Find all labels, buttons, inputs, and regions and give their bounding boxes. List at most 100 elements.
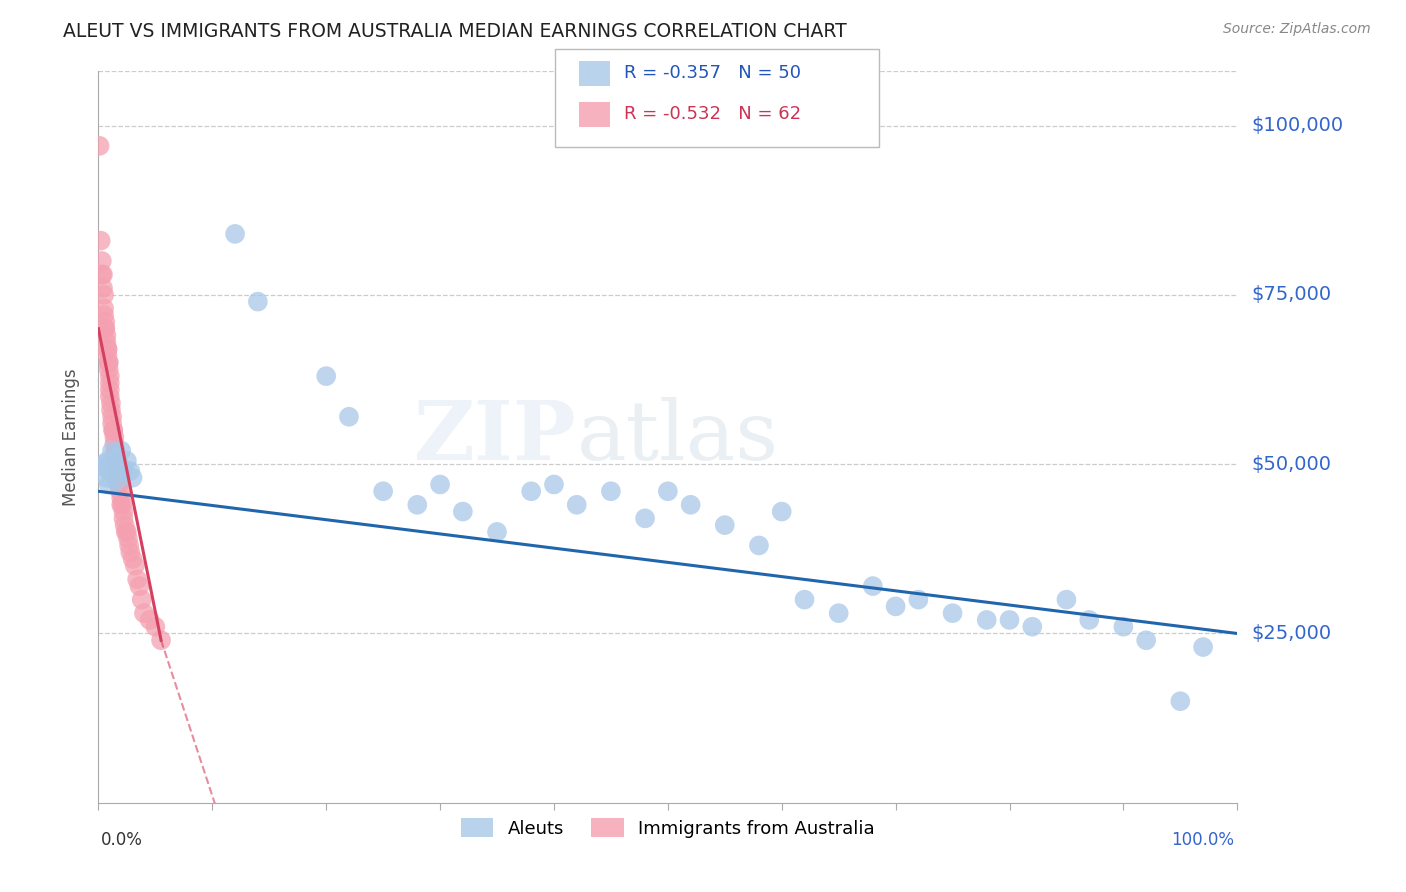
Text: Source: ZipAtlas.com: Source: ZipAtlas.com [1223,22,1371,37]
Point [124,558,146,573]
Point [105,457,128,471]
Point [862,579,884,593]
Point [101,409,124,424]
Point [828,606,851,620]
Point [91,268,114,282]
Point [90,234,112,248]
Point [93,308,115,322]
Point [100,403,122,417]
Point [128,579,150,593]
Text: atlas: atlas [576,397,779,477]
Point [90,254,112,268]
Point [429,477,451,491]
Point [120,464,142,478]
Point [89,139,111,153]
Point [98,369,121,384]
Point [108,484,131,499]
Point [108,477,131,491]
Point [101,443,124,458]
Point [104,443,127,458]
Point [337,409,360,424]
Point [96,454,118,468]
Point [679,498,702,512]
Point [94,322,117,336]
Point [90,268,112,282]
Text: R = -0.532   N = 62: R = -0.532 N = 62 [624,105,801,123]
Point [907,592,929,607]
Point [98,389,121,403]
Point [565,498,588,512]
Point [1135,633,1157,648]
Point [486,524,509,539]
Point [748,538,770,552]
Point [770,505,793,519]
Point [110,443,132,458]
Point [97,355,120,369]
Point [371,484,394,499]
Point [138,613,160,627]
Y-axis label: Median Earnings: Median Earnings [62,368,80,506]
Point [91,281,114,295]
Point [115,454,138,468]
Point [101,417,124,431]
Text: $25,000: $25,000 [1251,624,1331,643]
Point [117,532,139,546]
Point [93,457,115,471]
Point [114,524,136,539]
Point [884,599,907,614]
Point [96,471,118,485]
Text: R = -0.357   N = 50: R = -0.357 N = 50 [624,64,801,82]
Point [121,471,143,485]
Text: 100.0%: 100.0% [1171,830,1234,848]
Point [120,545,142,559]
Point [100,396,122,410]
Point [104,443,127,458]
Point [224,227,246,241]
Point [634,511,657,525]
Point [96,328,118,343]
Point [93,301,115,316]
Point [998,613,1021,627]
Point [96,342,118,356]
Point [110,498,132,512]
Point [976,613,998,627]
Point [121,552,143,566]
Point [112,505,135,519]
Point [543,477,565,491]
Point [94,315,117,329]
Point [111,498,134,512]
Point [94,322,117,336]
Point [98,383,121,397]
Point [96,335,118,350]
Text: $75,000: $75,000 [1251,285,1331,304]
Point [406,498,429,512]
Text: $50,000: $50,000 [1251,455,1331,474]
Point [103,437,125,451]
Point [103,423,125,437]
Text: ALEUT VS IMMIGRANTS FROM AUSTRALIA MEDIAN EARNINGS CORRELATION CHART: ALEUT VS IMMIGRANTS FROM AUSTRALIA MEDIA… [63,22,846,41]
Point [108,457,131,471]
Point [118,538,141,552]
Point [451,505,474,519]
Point [108,477,131,491]
Point [657,484,679,499]
Point [1170,694,1192,708]
Text: ZIP: ZIP [415,397,576,477]
Text: 0.0%: 0.0% [101,830,143,848]
Point [115,524,138,539]
Point [107,464,129,478]
Point [112,464,135,478]
Point [1078,613,1101,627]
Point [520,484,543,499]
Point [97,362,120,376]
Point [104,450,127,465]
Point [98,464,121,478]
Point [793,592,815,607]
Point [114,518,136,533]
Point [127,572,149,586]
Point [942,606,965,620]
Point [105,474,128,488]
Point [110,491,132,505]
Point [1021,620,1043,634]
Point [1054,592,1078,607]
